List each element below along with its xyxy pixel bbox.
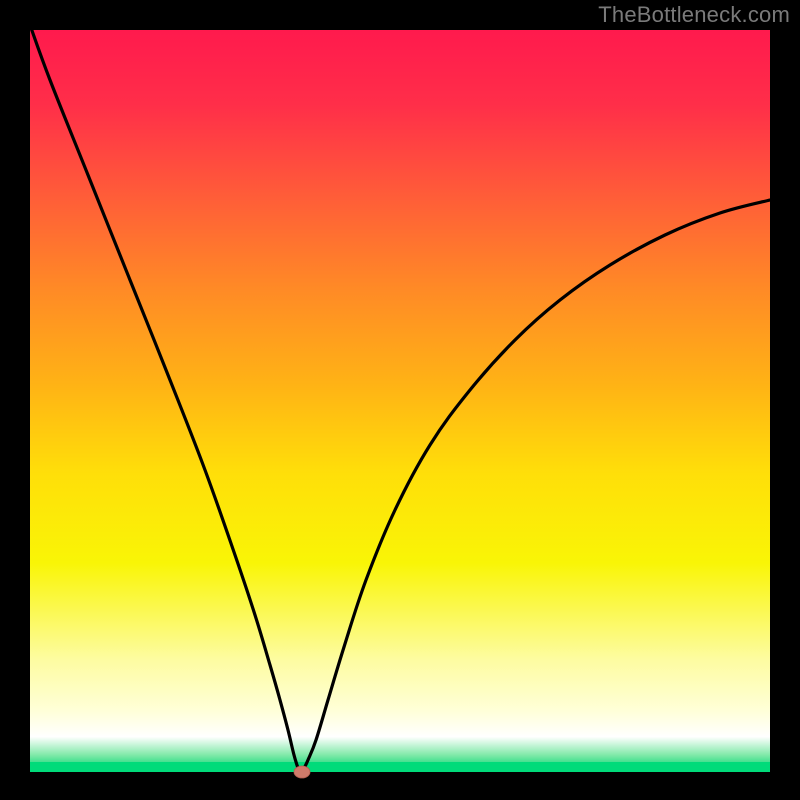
watermark-text: TheBottleneck.com <box>598 2 790 28</box>
chart-container: TheBottleneck.com <box>0 0 800 800</box>
bottleneck-chart <box>0 0 800 800</box>
green-band <box>30 762 770 772</box>
plot-background <box>30 30 770 770</box>
optimum-marker <box>294 766 310 778</box>
